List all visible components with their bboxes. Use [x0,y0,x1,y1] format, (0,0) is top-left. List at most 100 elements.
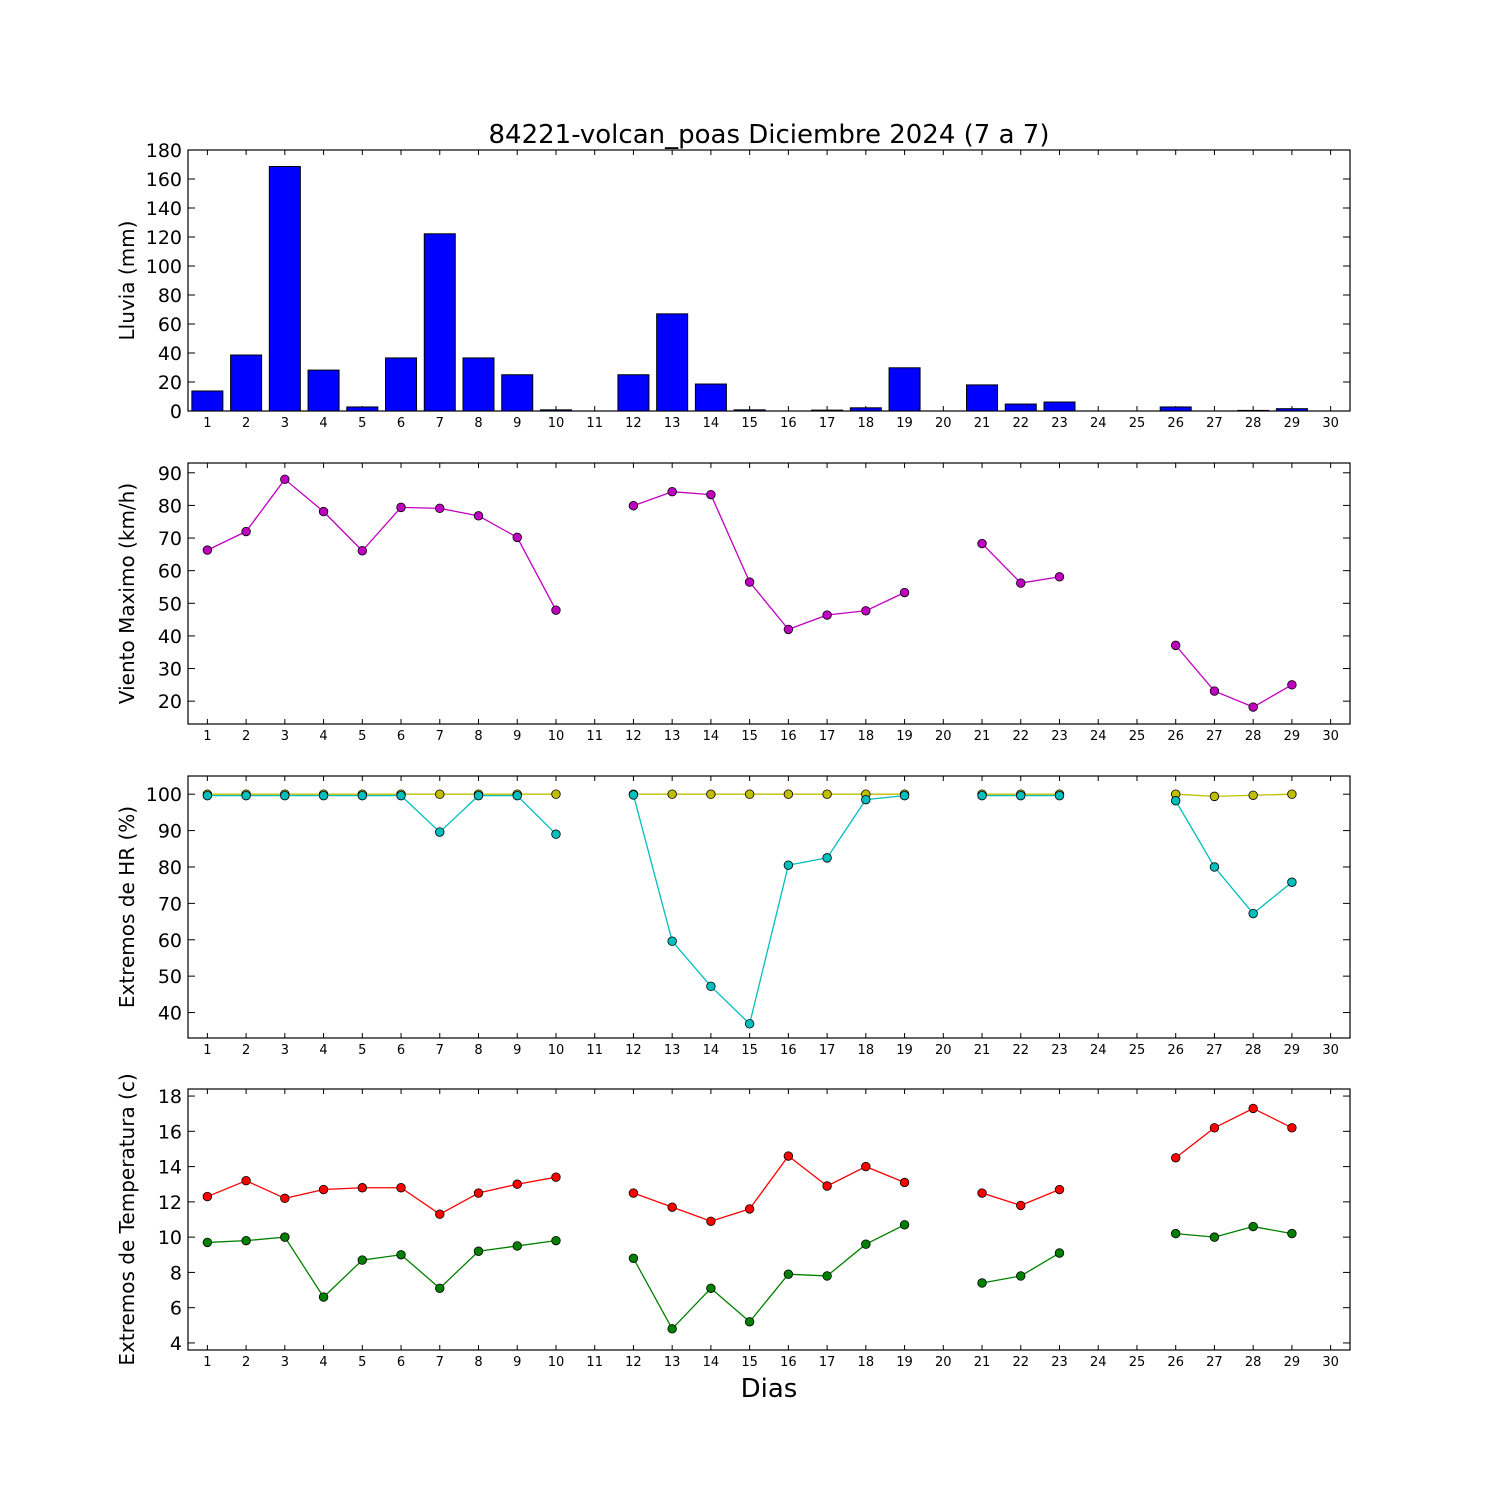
data-point [318,1184,329,1195]
x-tick-label: 26 [1167,416,1184,431]
series-line-segment [401,506,440,509]
series-line-segment [439,507,479,517]
data-point [667,789,677,799]
data-point [1054,1184,1065,1195]
data-point [899,587,910,598]
x-tick-label: 30 [1322,416,1339,431]
x-tick-label: 22 [1012,1355,1029,1370]
chart-title: 84221-volcan_poas Diciembre 2024 (7 a 7) [488,120,1049,150]
x-tick-label: 23 [1051,1355,1068,1370]
series-line-segment [284,1236,325,1298]
series-line-segment [361,506,402,552]
data-point [318,1292,329,1302]
series-line-segment [1175,1232,1215,1238]
data-point [783,1151,794,1161]
series-line-segment [478,1183,518,1194]
x-tick-label: 21 [974,729,991,744]
x-tick-label: 23 [1051,416,1068,431]
data-point [783,860,794,870]
data-point [1248,1103,1258,1114]
series-line-segment [981,1275,1021,1284]
series-line-segment [1252,684,1293,708]
series-line-segment [632,794,673,942]
rain-bar [191,390,224,412]
series-line-segment [710,1208,750,1222]
series-line-segment [749,1155,789,1210]
series-line-segment [788,857,828,866]
x-tick-label: 5 [358,1355,366,1370]
series-line-segment [710,1287,751,1323]
data-point [1016,1200,1026,1211]
data-point [551,789,561,799]
data-point [280,474,290,485]
series-line-segment [981,543,1022,584]
data-point [512,532,522,543]
x-tick-label: 2 [242,1355,250,1370]
series-line-segment [710,494,751,583]
x-tick-label: 2 [242,1043,250,1058]
x-tick-label: 20 [935,416,952,431]
x-tick-label: 28 [1245,416,1262,431]
x-tick-label: 7 [436,416,444,431]
x-tick-label: 28 [1245,729,1262,744]
y-tick-label: 60 [158,561,182,583]
data-point [628,1188,639,1198]
data-point [822,853,832,863]
x-tick-label: 23 [1051,729,1068,744]
data-point [280,1193,290,1204]
data-point [822,610,832,620]
y-tick-label: 20 [158,691,182,713]
data-point [706,981,716,992]
x-tick-label: 23 [1051,1043,1068,1058]
plot-frame [187,775,1351,1039]
series-line-segment [400,1187,441,1215]
y-tick-label: 90 [158,821,182,843]
series-line-segment [517,1176,557,1185]
x-tick-label: 17 [819,1043,836,1058]
x-tick-label: 10 [548,1043,565,1058]
data-point [435,789,445,799]
y-tick-label: 160 [146,169,182,191]
data-point [551,829,561,839]
data-point [1248,790,1258,800]
x-tick-label: 20 [935,1043,952,1058]
data-point [318,506,329,517]
series-line-segment [1214,1225,1254,1238]
rain-bar [462,357,495,412]
humidity-panel: 1 2 3 4 5 6 7 8 9 10 11 12 13 14 15 16 17 18 19 20 21 22 23 24 2… [115,775,1351,1058]
series-line-segment [245,478,286,532]
x-tick-label: 9 [513,729,521,744]
data-point [512,790,522,801]
x-tick-label: 29 [1284,1043,1301,1058]
x-tick-label: 28 [1245,1043,1262,1058]
x-tick-label: 11 [586,416,603,431]
x-tick-label: 13 [664,1043,681,1058]
x-tick-label: 3 [281,1355,289,1370]
y-tick-label: 50 [158,966,182,988]
data-point [551,605,561,615]
data-point [977,538,987,549]
data-point [977,1188,987,1198]
data-point [706,489,716,500]
data-point [667,487,677,497]
x-tick-label: 3 [281,1043,289,1058]
x-tick-label: 12 [625,729,642,744]
data-point [241,526,251,537]
x-tick-label: 8 [474,729,482,744]
series-line-segment [207,530,247,551]
x-tick-label: 14 [703,1043,720,1058]
data-point [744,1019,755,1029]
y-axis-label: Extremos de Temperatura (c) [115,1073,139,1365]
y-tick-label: 8 [170,1262,182,1284]
x-tick-label: 10 [548,416,565,431]
x-tick-label: 20 [935,729,952,744]
data-point [706,789,716,799]
y-tick-label: 40 [158,343,182,365]
x-tick-label: 6 [397,416,405,431]
x-tick-label: 12 [625,1355,642,1370]
series-line-segment [1020,1252,1060,1277]
x-tick-label: 8 [474,1355,482,1370]
x-tick-label: 17 [819,416,836,431]
y-tick-label: 50 [158,593,182,615]
